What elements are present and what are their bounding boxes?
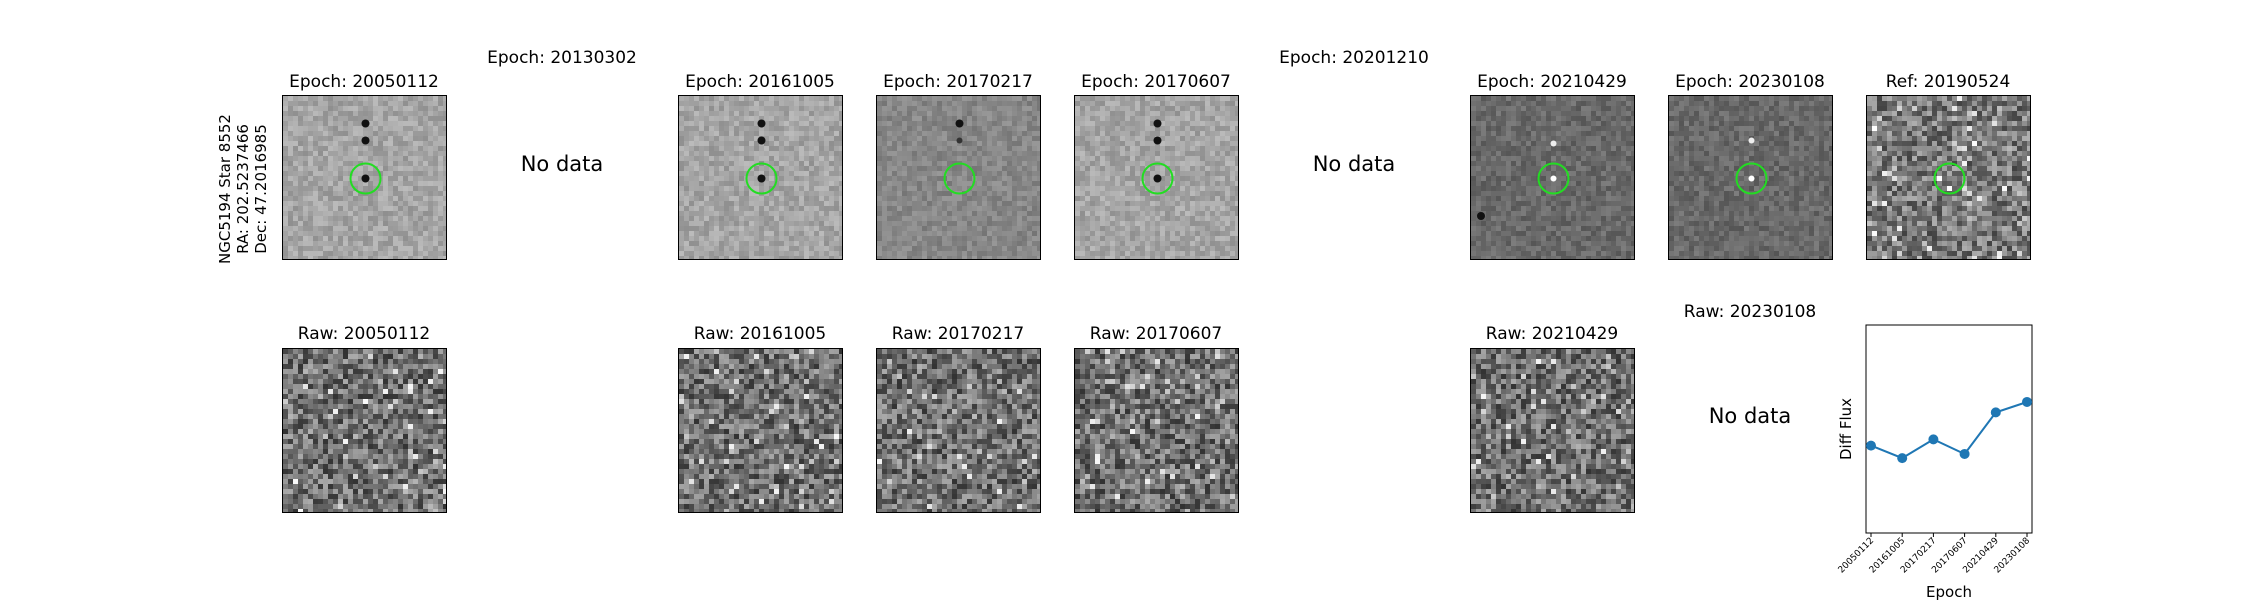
y-axis-label: Diff Flux (1837, 398, 1855, 460)
data-point-3 (1959, 448, 1970, 459)
bottom-panel-image-0 (281, 348, 447, 513)
top-panel-title-3: Epoch: 20170217 (883, 72, 1033, 92)
top-panel-image-4 (1073, 95, 1239, 260)
bottom-panel-title-1: Raw: 20161005 (693, 324, 827, 344)
top-panel-title-2: Epoch: 20161005 (685, 72, 835, 92)
bottom-panel-title-2: Raw: 20170217 (891, 324, 1025, 344)
top-panel-title-0: Epoch: 20050112 (289, 72, 439, 92)
top-panel-title-7: Epoch: 20230108 (1675, 72, 1825, 92)
bottom-panel-title-3: Raw: 20170607 (1089, 324, 1223, 344)
bottom-panel-no-data-5: No data (1708, 404, 1792, 428)
top-panel-image-0 (281, 95, 447, 260)
top-panel-title-6: Epoch: 20210429 (1477, 72, 1627, 92)
x-axis-label: Epoch (1926, 583, 1972, 600)
data-point-5 (2022, 396, 2032, 407)
top-panel-title-5: Epoch: 20201210 (1279, 48, 1429, 68)
top-panel-image-2 (677, 95, 843, 260)
top-panel-no-data-5: No data (1312, 152, 1396, 176)
top-panel-no-data-1: No data (520, 152, 604, 176)
top-panel-title-8: Ref: 20190524 (1885, 72, 2011, 92)
top-panel-image-3 (875, 95, 1041, 260)
top-panel-image-6 (1469, 95, 1635, 260)
bottom-panel-image-4 (1469, 348, 1635, 513)
bottom-panel-image-2 (875, 348, 1041, 513)
data-point-2 (1928, 434, 1939, 445)
bottom-panel-title-0: Raw: 20050112 (297, 324, 431, 344)
top-panel-title-4: Epoch: 20170607 (1081, 72, 1231, 92)
data-point-1 (1897, 453, 1908, 464)
top-panel-title-1: Epoch: 20130302 (487, 48, 637, 68)
data-point-4 (1990, 407, 2001, 418)
top-panel-image-8 (1865, 95, 2031, 260)
data-point-0 (1866, 440, 1876, 451)
bottom-panel-image-1 (677, 348, 843, 513)
chart-axes-frame (1865, 324, 2033, 534)
top-panel-image-7 (1667, 95, 1833, 260)
bottom-panel-image-3 (1073, 348, 1239, 513)
bottom-panel-title-4: Raw: 20210429 (1485, 324, 1619, 344)
series-line-0 (1870, 401, 2028, 460)
bottom-panel-title-5: Raw: 20230108 (1683, 302, 1817, 322)
